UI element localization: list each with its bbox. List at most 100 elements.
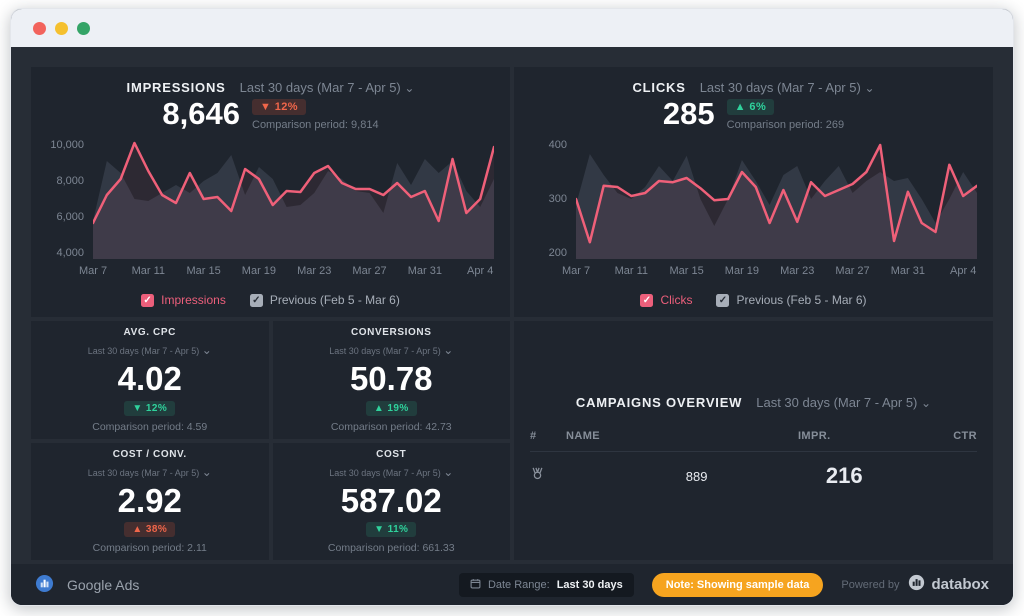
dashboard: IMPRESSIONS Last 30 days (Mar 7 - Apr 5)… <box>11 47 1013 605</box>
delta-arrow-icon: ▼ <box>260 101 272 113</box>
legend-previous[interactable]: ✓ Previous (Feb 5 - Mar 6) <box>249 293 400 307</box>
powered-by-label: Powered by <box>841 578 900 591</box>
clicks-delta-badge: ▲ 6% <box>726 99 775 115</box>
y-axis: 10,000 8,000 6,000 4,000 <box>47 139 93 259</box>
legend-previous[interactable]: ✓ Previous (Feb 5 - Mar 6) <box>716 293 867 307</box>
kpi-value: 4.02 <box>117 360 182 397</box>
kpi-date-range-dropdown[interactable]: Last 30 days (Mar 7 - Apr 5) ⌄ <box>87 464 212 479</box>
y-tick-label: 200 <box>548 247 567 259</box>
y-tick-label: 400 <box>548 139 567 151</box>
campaigns-title: CAMPAIGNS OVERVIEW <box>575 395 743 410</box>
kpi-title: COST <box>376 448 407 460</box>
kpi-value: 50.78 <box>349 360 433 397</box>
impressions-value: 8,646 <box>162 96 240 131</box>
x-tick-label: Mar 27 <box>352 265 387 277</box>
delta-arrow-icon: ▲ <box>734 101 746 113</box>
x-tick-label: Mar 31 <box>407 265 442 277</box>
kpi-date-range-dropdown[interactable]: Last 30 days (Mar 7 - Apr 5) ⌄ <box>87 343 212 357</box>
y-tick-label: 4,000 <box>56 247 84 259</box>
y-tick-label: 6,000 <box>56 211 84 223</box>
databox-icon <box>908 574 925 595</box>
col-number: # <box>530 430 537 442</box>
impressions-comparison: Comparison period: 9,814 <box>252 119 379 131</box>
kpi-cost: COST Last 30 days (Mar 7 - Apr 5) ⌄ 587.… <box>272 442 510 561</box>
impressions-panel: IMPRESSIONS Last 30 days (Mar 7 - Apr 5)… <box>31 67 510 317</box>
chevron-down-icon: ⌄ <box>404 81 415 95</box>
x-tick-label: Mar 11 <box>131 265 166 277</box>
databox-logo-link[interactable]: databox <box>908 574 989 595</box>
date-range-button[interactable]: Date Range: Last 30 days <box>458 572 634 597</box>
table-row[interactable]: 889 216 <box>530 452 977 500</box>
kpi-delta-badge: ▼ 12% <box>124 400 176 416</box>
data-source: Google Ads <box>35 574 139 596</box>
minimize-button[interactable] <box>55 21 68 35</box>
maximize-button[interactable] <box>77 21 90 35</box>
x-tick-label: Mar 15 <box>186 265 221 277</box>
y-tick-label: 300 <box>548 193 567 205</box>
kpi-delta-badge: ▲ 19% <box>365 400 417 416</box>
x-axis: Mar 7 Mar 11 Mar 15 Mar 19 Mar 23 Mar 27 Mar 3… <box>562 259 977 283</box>
kpi-title: AVG. CPC <box>123 327 176 338</box>
col-impressions: IMPR. <box>797 430 831 442</box>
x-tick-label: Mar 15 <box>669 265 704 277</box>
clicks-title: CLICKS <box>632 80 686 95</box>
x-tick-label: Apr 4 <box>467 265 494 277</box>
y-tick-label: 8,000 <box>56 175 84 187</box>
delta-arrow-icon: ▼ <box>374 524 385 536</box>
x-tick-label: Mar 7 <box>561 265 591 277</box>
delta-arrow-icon: ▼ <box>132 402 143 414</box>
kpi-grid: AVG. CPC Last 30 days (Mar 7 - Apr 5) ⌄ … <box>31 321 510 561</box>
kpi-comparison: Comparison period: 2.11 <box>92 542 207 555</box>
campaigns-date-range-dropdown[interactable]: Last 30 days (Mar 7 - Apr 5) ⌄ <box>756 395 932 410</box>
legend-clicks[interactable]: ✓ Clicks <box>640 293 692 307</box>
footer-bar: Google Ads Date Range: Last 30 days Note… <box>11 564 1013 605</box>
impressions-chart <box>93 139 494 259</box>
legend-impressions[interactable]: ✓ Impressions <box>141 293 226 307</box>
kpi-date-range-dropdown[interactable]: Last 30 days (Mar 7 - Apr 5) ⌄ <box>329 343 454 357</box>
clicks-date-range-dropdown[interactable]: Last 30 days (Mar 7 - Apr 5) ⌄ <box>699 80 875 95</box>
clicks-panel: CLICKS Last 30 days (Mar 7 - Apr 5) ⌄ 28… <box>514 67 993 317</box>
kpi-avg-cpc: AVG. CPC Last 30 days (Mar 7 - Apr 5) ⌄ … <box>31 321 269 439</box>
close-button[interactable] <box>33 21 46 35</box>
kpi-value: 2.92 <box>117 481 182 519</box>
kpi-date-range-dropdown[interactable]: Last 30 days (Mar 7 - Apr 5) ⌄ <box>329 464 454 479</box>
x-tick-label: Mar 19 <box>724 265 760 277</box>
x-tick-label: Mar 7 <box>78 265 108 277</box>
sample-data-note: Note: Showing sample data <box>651 572 824 597</box>
source-label: Google Ads <box>67 576 140 593</box>
delta-arrow-icon: ▲ <box>373 402 385 414</box>
table-header: # NAME IMPR. CTR <box>530 430 977 452</box>
impressions-date-range-dropdown[interactable]: Last 30 days (Mar 7 - Apr 5) ⌄ <box>239 80 415 95</box>
campaigns-overview-panel: CAMPAIGNS OVERVIEW Last 30 days (Mar 7 -… <box>514 321 993 561</box>
col-name: NAME <box>566 430 600 442</box>
x-tick-label: Mar 11 <box>614 265 649 277</box>
chevron-down-icon: ⌄ <box>201 343 212 357</box>
date-range-value: Last 30 days <box>556 578 623 591</box>
x-tick-label: Mar 27 <box>835 265 870 277</box>
databox-wordmark: databox <box>931 576 989 594</box>
kpi-comparison: Comparison period: 4.59 <box>92 420 208 433</box>
impressions-delta-badge: ▼ 12% <box>252 99 306 115</box>
chevron-down-icon: ⌄ <box>443 464 454 479</box>
calendar-icon <box>470 578 481 592</box>
powered-by: Powered by databox <box>841 574 989 595</box>
x-axis: Mar 7 Mar 11 Mar 15 Mar 19 Mar 23 Mar 27 Mar 3… <box>79 259 494 283</box>
checkbox-checked-icon: ✓ <box>141 293 155 307</box>
y-tick-label: 10,000 <box>50 139 84 151</box>
kpi-title: COST / CONV. <box>112 448 187 460</box>
x-tick-label: Mar 23 <box>780 265 815 277</box>
chevron-down-icon: ⌄ <box>921 396 932 410</box>
cell-ctr-value: 216 <box>825 463 863 488</box>
checkbox-checked-icon: ✓ <box>716 293 730 307</box>
checkbox-checked-icon: ✓ <box>640 293 654 307</box>
checkbox-checked-icon: ✓ <box>249 293 263 307</box>
app-window: IMPRESSIONS Last 30 days (Mar 7 - Apr 5)… <box>10 8 1014 606</box>
medal-icon <box>530 466 566 486</box>
clicks-value: 285 <box>662 96 715 131</box>
impressions-title: IMPRESSIONS <box>126 80 226 95</box>
y-axis: 400 300 200 <box>530 139 576 259</box>
google-ads-icon <box>35 574 54 596</box>
cell-impr-secondary: 889 <box>685 468 708 484</box>
date-range-label: Date Range: <box>487 578 550 591</box>
kpi-comparison: Comparison period: 42.73 <box>330 420 452 433</box>
